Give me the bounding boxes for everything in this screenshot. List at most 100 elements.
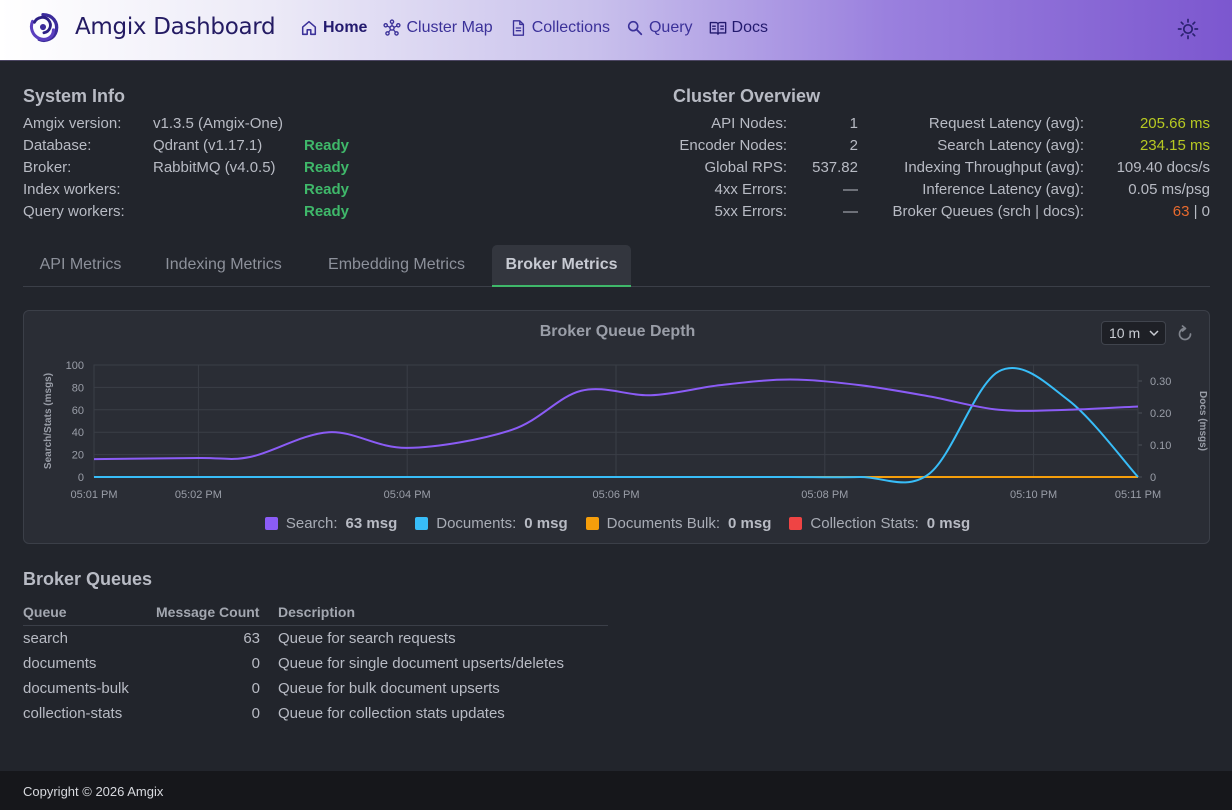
tab-broker-metrics[interactable]: Broker Metrics (492, 245, 631, 287)
cluster-metric-label: Broker Queues (srch | docs): (892, 203, 1084, 220)
cluster-metric-label: Inference Latency (avg): (922, 181, 1084, 198)
legend-item-documents[interactable]: Documents: 0 msg (415, 515, 568, 532)
chart-title: Broker Queue Depth (539, 323, 696, 340)
nav-query[interactable]: Query (626, 19, 693, 37)
legend-item-search[interactable]: Search: 63 msg (264, 515, 398, 532)
inference-latency-value: 0.05 ms/psg (1128, 181, 1210, 198)
legend-value: 0 msg (524, 515, 568, 532)
legend-swatch (264, 517, 278, 530)
y2-axis-label: Docs (msgs) (1197, 391, 1208, 451)
cluster-overview-title: Cluster Overview (673, 86, 821, 106)
tab-indexing-metrics[interactable]: Indexing Metrics (165, 256, 282, 273)
system-info-label: Amgix version: (23, 115, 122, 132)
database-value: Qdrant (v1.17.1) (153, 137, 263, 154)
cluster-metric-label: 4xx Errors: (714, 181, 787, 198)
query-workers-status-badge: Ready (304, 203, 350, 220)
y-tick-label: 0 (78, 472, 84, 484)
queue-name: documents-bulk (23, 680, 129, 697)
queue-separator: | (1189, 203, 1202, 220)
indexing-throughput-value: 109.40 docs/s (1116, 159, 1210, 176)
system-info-label: Query workers: (23, 203, 125, 220)
y-tick-label: 60 (72, 405, 84, 417)
cluster-metric-label: Global RPS: (704, 159, 787, 176)
column-header: Description (278, 604, 356, 620)
column-header: Message Count (156, 604, 260, 620)
nav-home-label: Home (323, 19, 368, 36)
search-icon (627, 20, 643, 36)
series-line-documents (94, 367, 1139, 484)
legend-value: 63 msg (345, 515, 398, 532)
metrics-tabs: API Metrics Indexing Metrics Embedding M… (23, 245, 1210, 287)
message-count: 0 (251, 705, 260, 722)
queue-description: Queue for collection stats updates (278, 705, 505, 722)
sun-icon[interactable] (1176, 17, 1200, 41)
y-tick-label: 40 (72, 427, 84, 439)
y-tick-label: 100 (66, 360, 84, 372)
cluster-metric-label: Request Latency (avg): (928, 115, 1084, 132)
4xx-errors-value: — (843, 181, 858, 198)
queue-name: search (23, 630, 69, 647)
legend-item-collection-stats[interactable]: Collection Stats: 0 msg (789, 515, 970, 532)
time-range-value: 10 m (1109, 325, 1141, 341)
nav-cluster-map[interactable]: Cluster Map (383, 19, 493, 37)
nav-collections-label: Collections (531, 19, 610, 36)
main-nav: Home Cluster Map Collections Query Doc (300, 19, 768, 37)
queue-description: Queue for single document upserts/delete… (278, 655, 565, 672)
x-tick-label: 05:08 PM (801, 489, 848, 501)
docs-queue-count: 0 (1201, 203, 1210, 220)
logo-icon[interactable] (24, 9, 62, 47)
broker-status-badge: Ready (304, 159, 350, 176)
legend-label: Documents: (436, 515, 517, 532)
queue-name: documents (23, 655, 97, 672)
system-info-label: Index workers: (23, 181, 121, 198)
x-tick-label: 05:01 PM (70, 489, 117, 501)
cluster-metric-label: Search Latency (avg): (937, 137, 1084, 154)
series-line-search (93, 378, 1139, 461)
broker-queue-depth-chart: 0 20 40 60 80 100 0 0.10 0.20 0.30 05:01 PM 05:02 P… (43, 360, 1208, 501)
tab-embedding-metrics[interactable]: Embedding Metrics (328, 256, 465, 273)
nav-docs[interactable]: Docs (709, 19, 768, 37)
x-tick-label: 05:10 PM (1010, 489, 1057, 501)
legend-value: 0 msg (926, 515, 971, 532)
message-count: 0 (251, 680, 260, 697)
y2-tick-label: 0 (1150, 472, 1156, 484)
legend-value: 0 msg (728, 515, 772, 532)
chart-legend: Search: 63 msg Documents: 0 msg Document… (24, 515, 1211, 532)
y2-tick-label: 0.10 (1150, 440, 1171, 452)
request-latency-value: 205.66 ms (1139, 115, 1210, 132)
broker-value: RabbitMQ (v4.0.5) (153, 159, 276, 176)
x-tick-label: 05:04 PM (384, 489, 431, 501)
api-nodes-value: 1 (849, 115, 858, 132)
cluster-metric-label: Encoder Nodes: (679, 137, 787, 154)
index-workers-status-badge: Ready (304, 181, 350, 198)
legend-swatch (789, 517, 803, 530)
x-tick-label: 05:06 PM (592, 489, 639, 501)
system-info-label: Database: (23, 137, 92, 154)
amgix-version-value: v1.3.5 (Amgix-One) (153, 115, 284, 132)
broker-queue-chart-card: Broker Queue Depth 10 m 0 20 40 60 80 100 0 0.1… (23, 310, 1210, 544)
x-tick-label: 05:11 PM (1115, 489, 1161, 501)
y2-tick-label: 0.30 (1150, 376, 1171, 388)
search-latency-value: 234.15 ms (1139, 137, 1210, 154)
queue-description: Queue for search requests (278, 630, 456, 647)
legend-label: Documents Bulk: (606, 515, 721, 532)
cluster-metric-label: 5xx Errors: (714, 203, 787, 220)
cluster-metric-label: API Nodes: (711, 115, 787, 132)
global-rps-value: 537.82 (812, 159, 858, 176)
y2-tick-label: 0.20 (1150, 408, 1171, 420)
nav-collections[interactable]: Collections (509, 19, 610, 37)
y-tick-label: 80 (72, 382, 84, 394)
database-status-badge: Ready (304, 137, 350, 154)
legend-item-documents-bulk[interactable]: Documents Bulk: 0 msg (585, 515, 772, 532)
footer: Copyright © 2026 Amgix (0, 771, 1232, 810)
tab-api-metrics[interactable]: API Metrics (39, 256, 122, 273)
column-header: Queue (23, 604, 67, 620)
legend-label: Collection Stats: (810, 515, 919, 532)
refresh-icon[interactable] (1175, 324, 1195, 344)
nav-query-label: Query (648, 19, 693, 36)
legend-label: Search: (285, 515, 338, 532)
app-title[interactable]: Amgix Dashboard (75, 14, 276, 40)
home-icon (301, 20, 317, 36)
time-range-select[interactable]: 10 m (1101, 321, 1166, 345)
nav-home[interactable]: Home (300, 19, 367, 37)
